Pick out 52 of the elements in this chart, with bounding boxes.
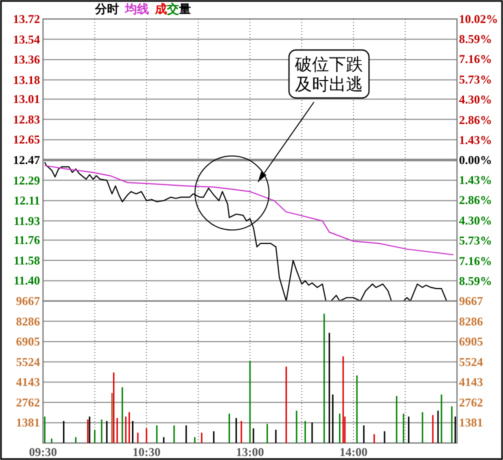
y2-tick-label: 8.59% [459,274,492,288]
text: 分时 [94,2,119,16]
y-tick-label: 1381 [16,416,40,430]
x-tick-label: 10:30 [132,445,160,459]
y2-tick-label: 1.43% [459,132,492,147]
y-tick-label: 12.11 [14,194,40,208]
y-tick-label: 12.29 [13,173,40,188]
y2-tick-label: 9667 [459,294,483,308]
y-tick-label: 4143 [16,375,40,390]
line-series [44,165,454,256]
y-tick-label: 5524 [16,354,40,369]
y2-tick-label: 2.86% [459,193,492,208]
y-tick-label: 13.72 [13,12,40,26]
y-tick-label: 11.93 [14,214,40,228]
y2-tick-label: 1.43% [459,173,492,188]
y2-tick-label: 5.73% [459,234,492,248]
y2-tick-label: 7.16% [459,52,492,66]
y-tick-label: 12.65 [13,132,40,147]
y-tick-label: 13.18 [13,72,40,87]
y2-tick-label: 5524 [459,354,483,369]
y-tick-label: 2762 [16,395,40,410]
y-tick-label: 12.47 [13,153,40,167]
y2-tick-label: 6905 [459,334,483,349]
y-tick-label: 13.36 [13,52,40,67]
y2-tick-label: 0.00% [459,153,492,167]
y-tick-label: 12.83 [13,112,40,126]
annotation: 破位下跌及时出逃 [294,55,363,95]
y2-tick-label: 1381 [459,416,483,430]
y-tick-label: 11.40 [14,274,40,288]
y-tick-label: 11.76 [14,233,40,248]
annotation: 破位下跌及时出逃 [288,49,370,99]
text: 成交量 [154,2,191,16]
y2-tick-label: 5.73% [459,72,492,86]
y2-tick-label: 2.86% [459,112,492,127]
y2-tick-label: 8.59% [459,32,492,46]
text: 均线 [124,2,149,16]
y2-tick-label: 4.30% [459,92,492,106]
y-tick-label: 13.54 [13,32,40,46]
y-tick-label: 6905 [16,334,40,349]
x-tick-label: 13:00 [236,445,264,459]
x-tick-label: 09:30 [29,445,57,459]
y2-tick-label: 10.02% [459,12,498,26]
y2-tick-label: 4.30% [459,214,492,228]
y2-tick-label: 7.16% [459,254,492,268]
y2-tick-label: 8286 [459,314,483,328]
y-tick-label: 11.58 [14,253,40,268]
y-tick-label: 8286 [16,314,40,328]
y2-tick-label: 4143 [459,375,483,390]
y2-tick-label: 2762 [459,395,483,410]
x-tick-label: 14:00 [340,445,368,459]
y-tick-label: 13.01 [13,92,40,106]
y-tick-label: 9667 [16,294,40,308]
